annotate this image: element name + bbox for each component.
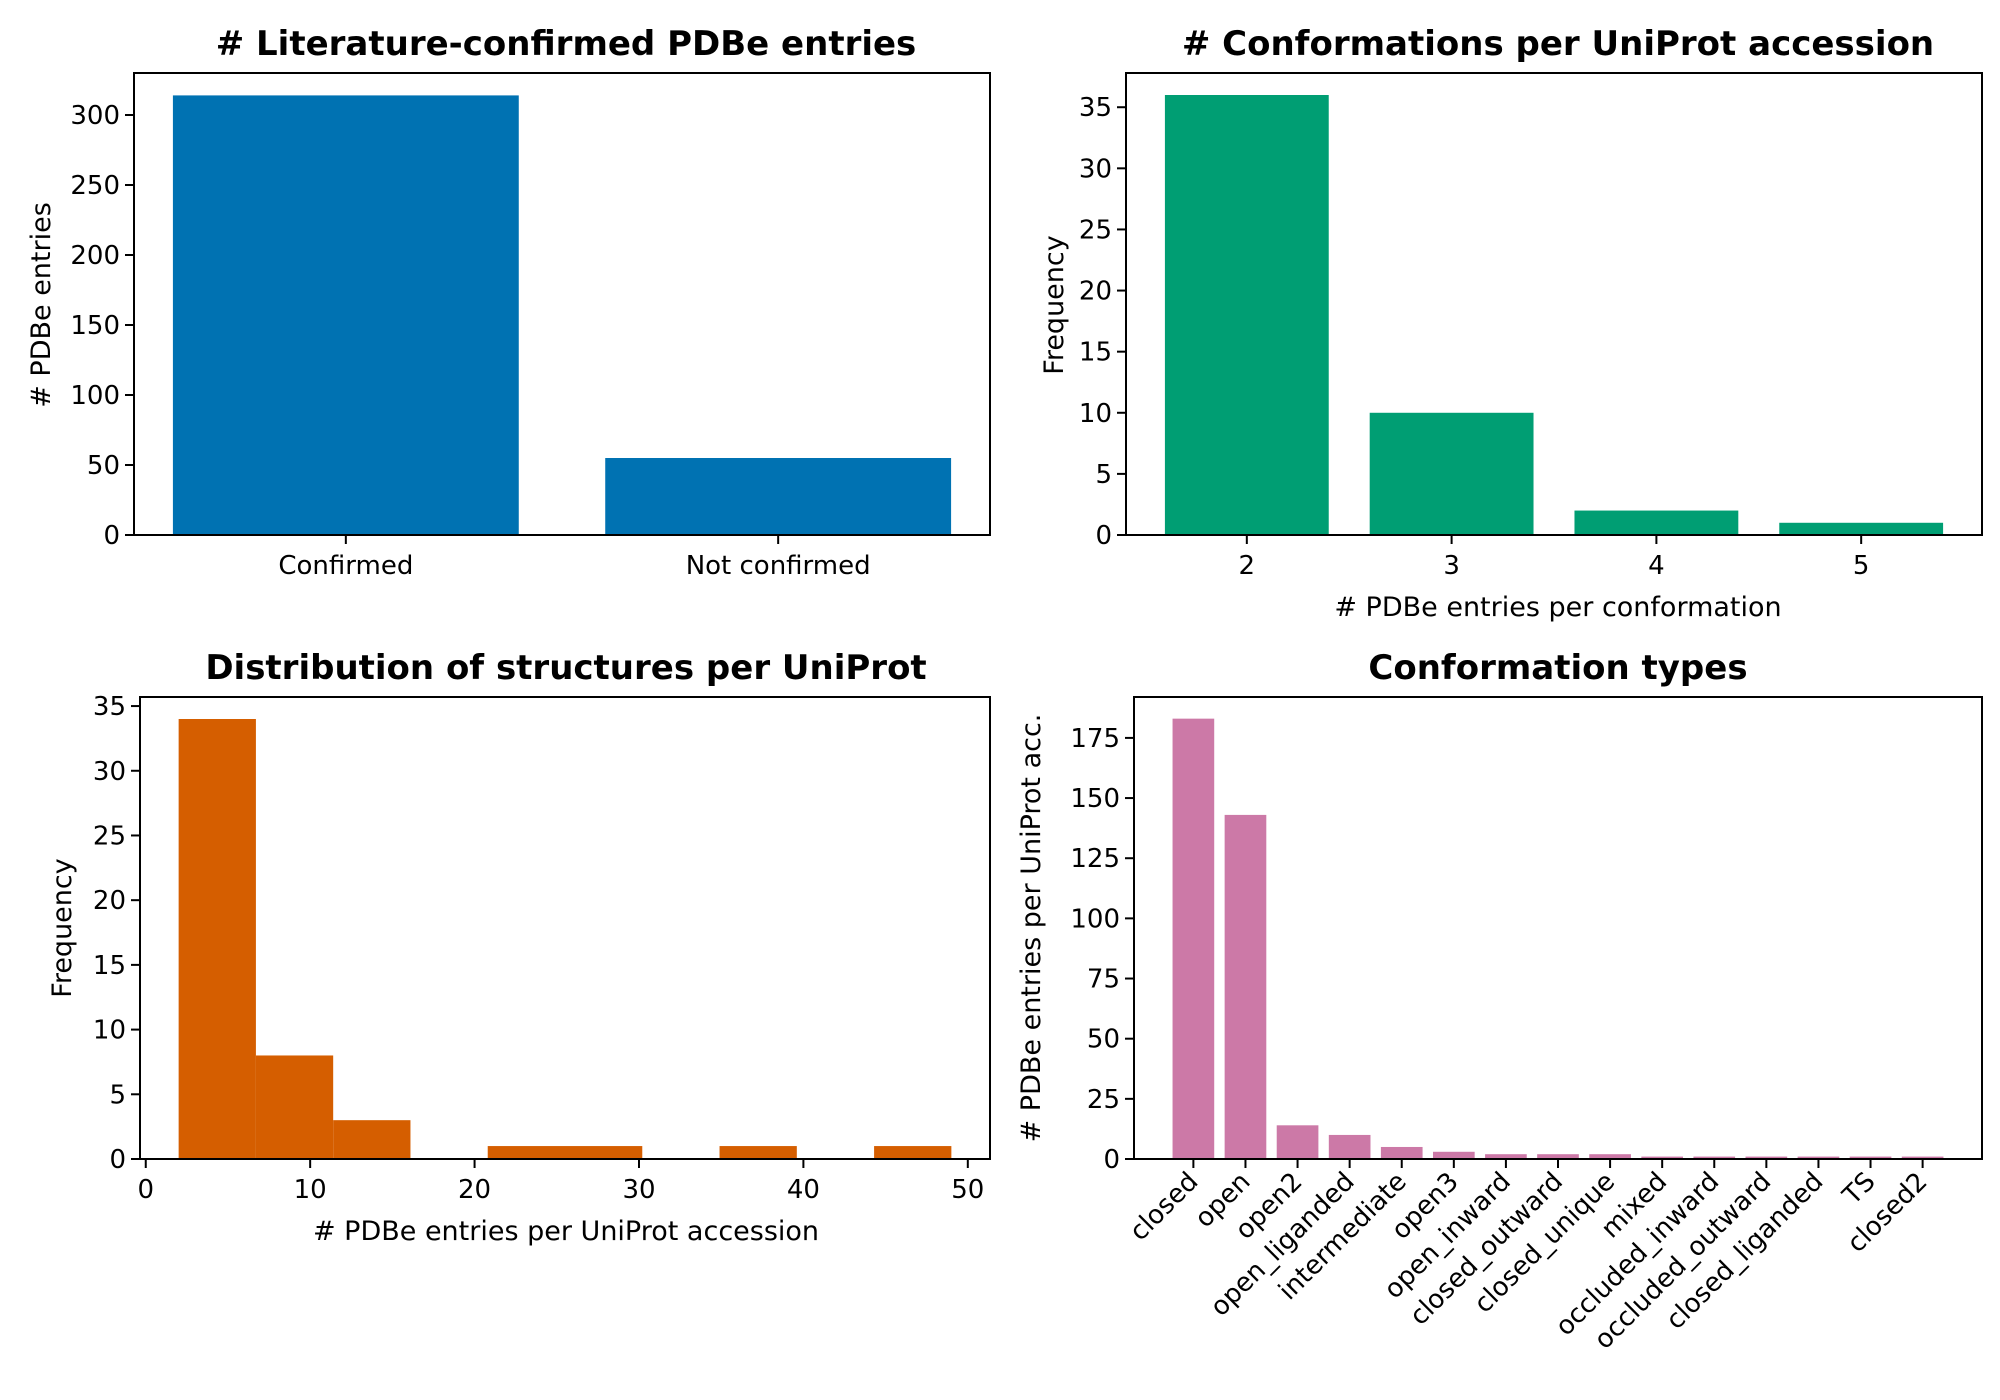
y-tick-label: 20: [93, 886, 126, 916]
plot-frame: [1125, 72, 1983, 536]
x-tick-label: 4: [1648, 551, 1665, 581]
x-tick-label: Not confirmed: [686, 551, 871, 581]
y-tick-label: 200: [70, 241, 120, 271]
bar-closed-outward: [1537, 1154, 1579, 1159]
y-tick-label: 35: [1079, 93, 1112, 123]
y-tick-label: 250: [70, 171, 120, 201]
bars: [1164, 95, 1944, 535]
y-tick-label: 15: [93, 951, 126, 981]
chart-title: # Literature-confirmed PDBe entries: [216, 24, 917, 64]
y-tick-label: 10: [1079, 399, 1112, 429]
ticks: Confirmed Not confirmed 0 50 100 150 200 250 300: [70, 101, 870, 581]
x-tick-label: 0: [137, 1175, 154, 1205]
y-tick-label: 100: [1070, 904, 1120, 934]
y-axis-label: # PDBe entries: [26, 202, 57, 408]
ticks: 0 10 20 30 40 50 0 5 10 15 20 25 30 35: [93, 692, 984, 1205]
y-tick-label: 35: [93, 692, 126, 722]
ticks: 2 3 4 5 0 5 10 15 20 25 30 35: [1079, 93, 1870, 581]
chart-title: # Conformations per UniProt accession: [1182, 24, 1934, 64]
bar-occluded-outward: [1745, 1156, 1788, 1159]
y-tick-label: 50: [1087, 1025, 1120, 1055]
x-tick-label: 10: [294, 1175, 327, 1205]
y-tick-label: 125: [1070, 844, 1120, 874]
bar-4: [1574, 510, 1739, 535]
bar-confirmed: [172, 95, 519, 536]
histogram-bin-1: [255, 1055, 334, 1159]
y-tick-label: 5: [109, 1080, 126, 1110]
y-tick-label: 50: [87, 451, 120, 481]
x-axis-label: # PDBe entries per conformation: [1334, 592, 1781, 623]
bar-open2: [1276, 1125, 1319, 1159]
bar-5: [1779, 522, 1944, 535]
bars: [172, 95, 952, 536]
bar-occluded-inward: [1693, 1156, 1736, 1159]
bar-open3: [1432, 1151, 1475, 1159]
x-tick-label: 30: [622, 1175, 655, 1205]
bar-not-confirmed: [605, 458, 952, 535]
y-tick-label: 150: [1070, 784, 1120, 814]
y-tick-label: 100: [70, 381, 120, 411]
bar-closed: [1172, 718, 1215, 1159]
bars: [1172, 718, 1944, 1159]
y-tick-label: 0: [103, 521, 120, 551]
bar-closed-unique: [1589, 1154, 1631, 1159]
plot-frame: [1133, 696, 1983, 1160]
bar-2: [1164, 95, 1329, 535]
bar-mixed: [1641, 1156, 1684, 1159]
panel-conformation-types: Conformation types # PDBe entries per Un…: [1016, 648, 1983, 1355]
y-tick-label: 25: [93, 821, 126, 851]
x-axis-label: # PDBe entries per UniProt accession: [313, 1216, 819, 1247]
bar-ts: [1849, 1156, 1892, 1159]
x-tick-label: closed: [1124, 1167, 1204, 1247]
y-tick-label: 30: [93, 757, 126, 787]
plot-frame: [133, 72, 991, 536]
y-tick-label: 5: [1095, 460, 1112, 490]
panel-conformations-per-uniprot: # Conformations per UniProt accession # …: [1039, 24, 1983, 623]
y-tick-label: 25: [1087, 1085, 1120, 1115]
y-tick-label: 20: [1079, 277, 1112, 307]
y-tick-label: 75: [1087, 965, 1120, 995]
bar-closed2: [1901, 1156, 1944, 1159]
histogram-bin-2: [333, 1120, 411, 1159]
chart-title: Distribution of structures per UniProt: [205, 648, 926, 688]
x-tick-label: Confirmed: [278, 551, 413, 581]
x-tick-label: 50: [951, 1175, 984, 1205]
y-axis-label: Frequency: [1039, 235, 1070, 375]
y-tick-label: 300: [70, 101, 120, 131]
y-tick-label: 25: [1079, 215, 1112, 245]
bar-3: [1369, 412, 1534, 535]
x-tick-label: 2: [1239, 551, 1256, 581]
y-tick-label: 0: [1103, 1145, 1120, 1175]
bar-intermediate: [1380, 1146, 1423, 1159]
panel-literature-confirmed: # Literature-confirmed PDBe entries # PD…: [26, 24, 991, 581]
y-tick-label: 15: [1079, 338, 1112, 368]
chart-title: Conformation types: [1368, 648, 1747, 688]
histogram-bin-4: [487, 1146, 565, 1159]
histogram-bin-5: [565, 1146, 643, 1159]
bar-closed-liganded: [1797, 1156, 1840, 1159]
y-tick-label: 150: [70, 311, 120, 341]
x-tick-label: 40: [787, 1175, 820, 1205]
plot-frame: [139, 696, 991, 1160]
x-tick-label: 5: [1853, 551, 1870, 581]
bar-open-liganded: [1328, 1134, 1371, 1159]
y-axis-label: Frequency: [47, 858, 78, 998]
histogram-bin-7: [719, 1146, 797, 1159]
y-tick-label: 30: [1079, 154, 1112, 184]
histogram-bin-0: [178, 719, 256, 1159]
y-axis-label: # PDBe entries per UniProt acc.: [1016, 714, 1047, 1143]
histogram-bars: [178, 719, 952, 1159]
y-tick-label: 175: [1070, 724, 1120, 754]
bar-open: [1224, 814, 1267, 1159]
x-tick-label: 20: [458, 1175, 491, 1205]
panel-structures-per-uniprot: Distribution of structures per UniProt #…: [47, 648, 991, 1247]
y-tick-label: 10: [93, 1016, 126, 1046]
histogram-bin-9: [874, 1146, 952, 1159]
y-tick-label: 0: [109, 1145, 126, 1175]
bar-open-inward: [1485, 1154, 1527, 1159]
y-tick-label: 0: [1095, 521, 1112, 551]
x-tick-label: 3: [1443, 551, 1460, 581]
